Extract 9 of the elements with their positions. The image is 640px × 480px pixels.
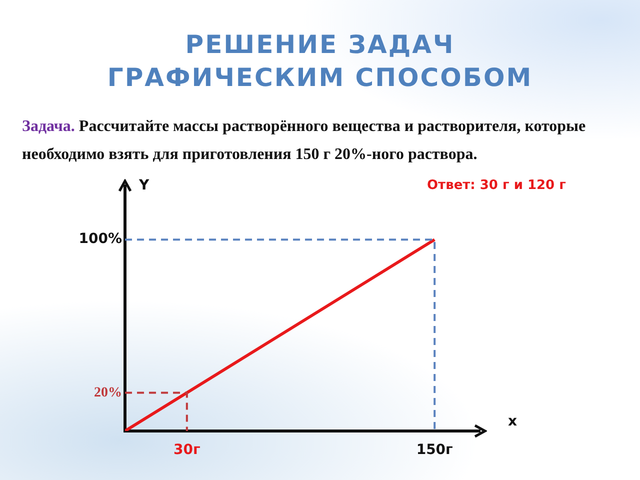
x-axis-title: x <box>508 414 518 430</box>
x-tick-label: 150г <box>416 442 453 458</box>
chart-subtitle: Задача. Рассчитайте массы растворённого вещества и растворителя, которые необходимо взять для приготовления 150 г 20%-ного раствора. <box>22 117 587 165</box>
y-axis-title: Y <box>138 178 150 194</box>
chart-title: РЕШЕНИЕ ЗАДАЧ ГРАФИЧЕСКИМ СПОСОБОМ <box>106 29 534 94</box>
annotation: Ответ: 30 г и 120 г <box>427 178 566 193</box>
x-tick-label: 30г <box>174 442 200 458</box>
y-tick-label: 100% <box>78 231 122 248</box>
y-tick-label: 20% <box>94 385 122 400</box>
